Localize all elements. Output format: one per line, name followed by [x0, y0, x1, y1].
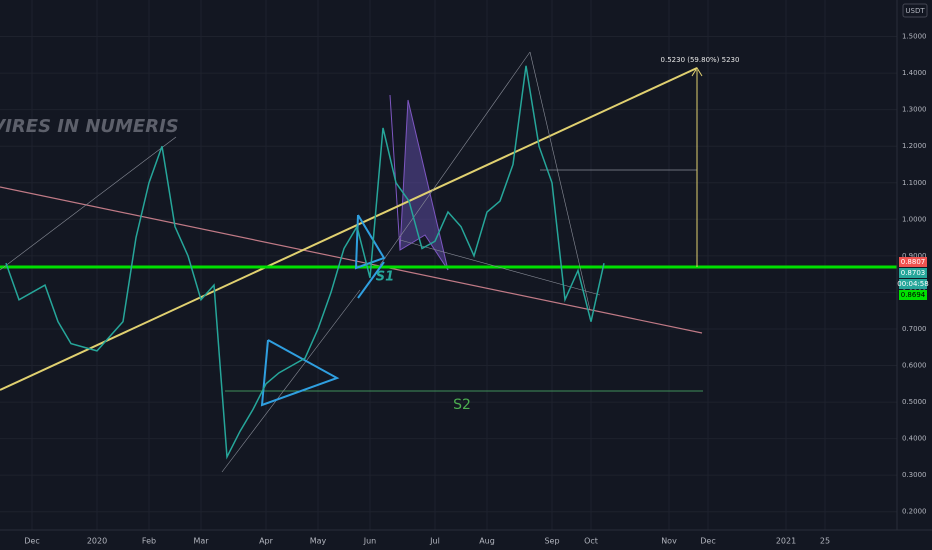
s1-label: S1	[376, 270, 394, 285]
x-tick-label: Feb	[142, 537, 156, 546]
x-tick-label: Sep	[544, 537, 559, 546]
trend-line	[221, 289, 361, 473]
y-tick-label: 0.4000	[902, 435, 927, 443]
trend-line	[0, 186, 703, 334]
x-tick-label: Dec	[24, 537, 39, 546]
trend-line	[0, 67, 698, 391]
price-label-box	[899, 268, 927, 278]
y-tick-label: 0.3000	[902, 471, 927, 479]
price-label: 0.8694	[901, 291, 926, 299]
measure-arrow-head	[691, 67, 703, 77]
y-tick-label: 1.1000	[902, 179, 927, 187]
triangle-pattern	[354, 214, 386, 270]
grid	[0, 0, 897, 530]
trend-line	[399, 239, 601, 296]
price-line	[5, 65, 605, 460]
x-tick-label: Oct	[584, 537, 598, 546]
x-tick-label: Jul	[429, 537, 440, 546]
price-label: 0.8703	[901, 269, 926, 277]
trend-line	[529, 51, 591, 311]
s2-label: S2	[453, 397, 471, 413]
trend-line	[357, 261, 385, 299]
x-tick-label: Mar	[193, 537, 209, 546]
x-tick-label: Jun	[363, 537, 377, 546]
y-tick-label: 0.5000	[902, 398, 927, 406]
y-tick-label: 1.3000	[902, 106, 927, 114]
y-tick-label: 1.2000	[902, 142, 927, 150]
measure-label: 0.5230 (59.80%) 5230	[661, 56, 740, 64]
x-tick-label: Apr	[259, 537, 274, 546]
trend-line	[0, 136, 177, 271]
currency-box	[902, 3, 928, 18]
price-label-box	[899, 257, 927, 267]
price-label-box	[899, 290, 927, 300]
x-tick-label: 25	[820, 537, 830, 546]
x-tick-label: May	[310, 537, 327, 546]
y-tick-label: 1.5000	[902, 33, 927, 41]
price-label: 0.8807	[901, 258, 926, 266]
drawings	[0, 51, 897, 473]
y-tick-label: 1.0000	[902, 215, 927, 223]
y-tick-label: 0.6000	[902, 362, 927, 370]
y-tick-label: 0.7000	[902, 325, 927, 333]
countdown: 00:04:58	[897, 280, 928, 288]
x-tick-label: 2021	[776, 537, 796, 546]
plot	[5, 65, 605, 460]
x-tick-label: 2020	[87, 537, 107, 546]
harmonic-pattern	[389, 94, 449, 271]
y-tick-label: 1.4000	[902, 69, 927, 77]
x-tick-label: Aug	[479, 537, 495, 546]
y-tick-label: 0.9000	[902, 252, 927, 260]
watermark: VIRES IN NUMERIS	[0, 116, 179, 137]
trend-line	[379, 51, 531, 266]
countdown-box	[899, 279, 927, 289]
x-tick-label: Nov	[661, 537, 677, 546]
x-tick-label: Dec	[700, 537, 715, 546]
currency: USDT	[905, 7, 925, 15]
y-tick-label: 0.2000	[902, 508, 927, 516]
